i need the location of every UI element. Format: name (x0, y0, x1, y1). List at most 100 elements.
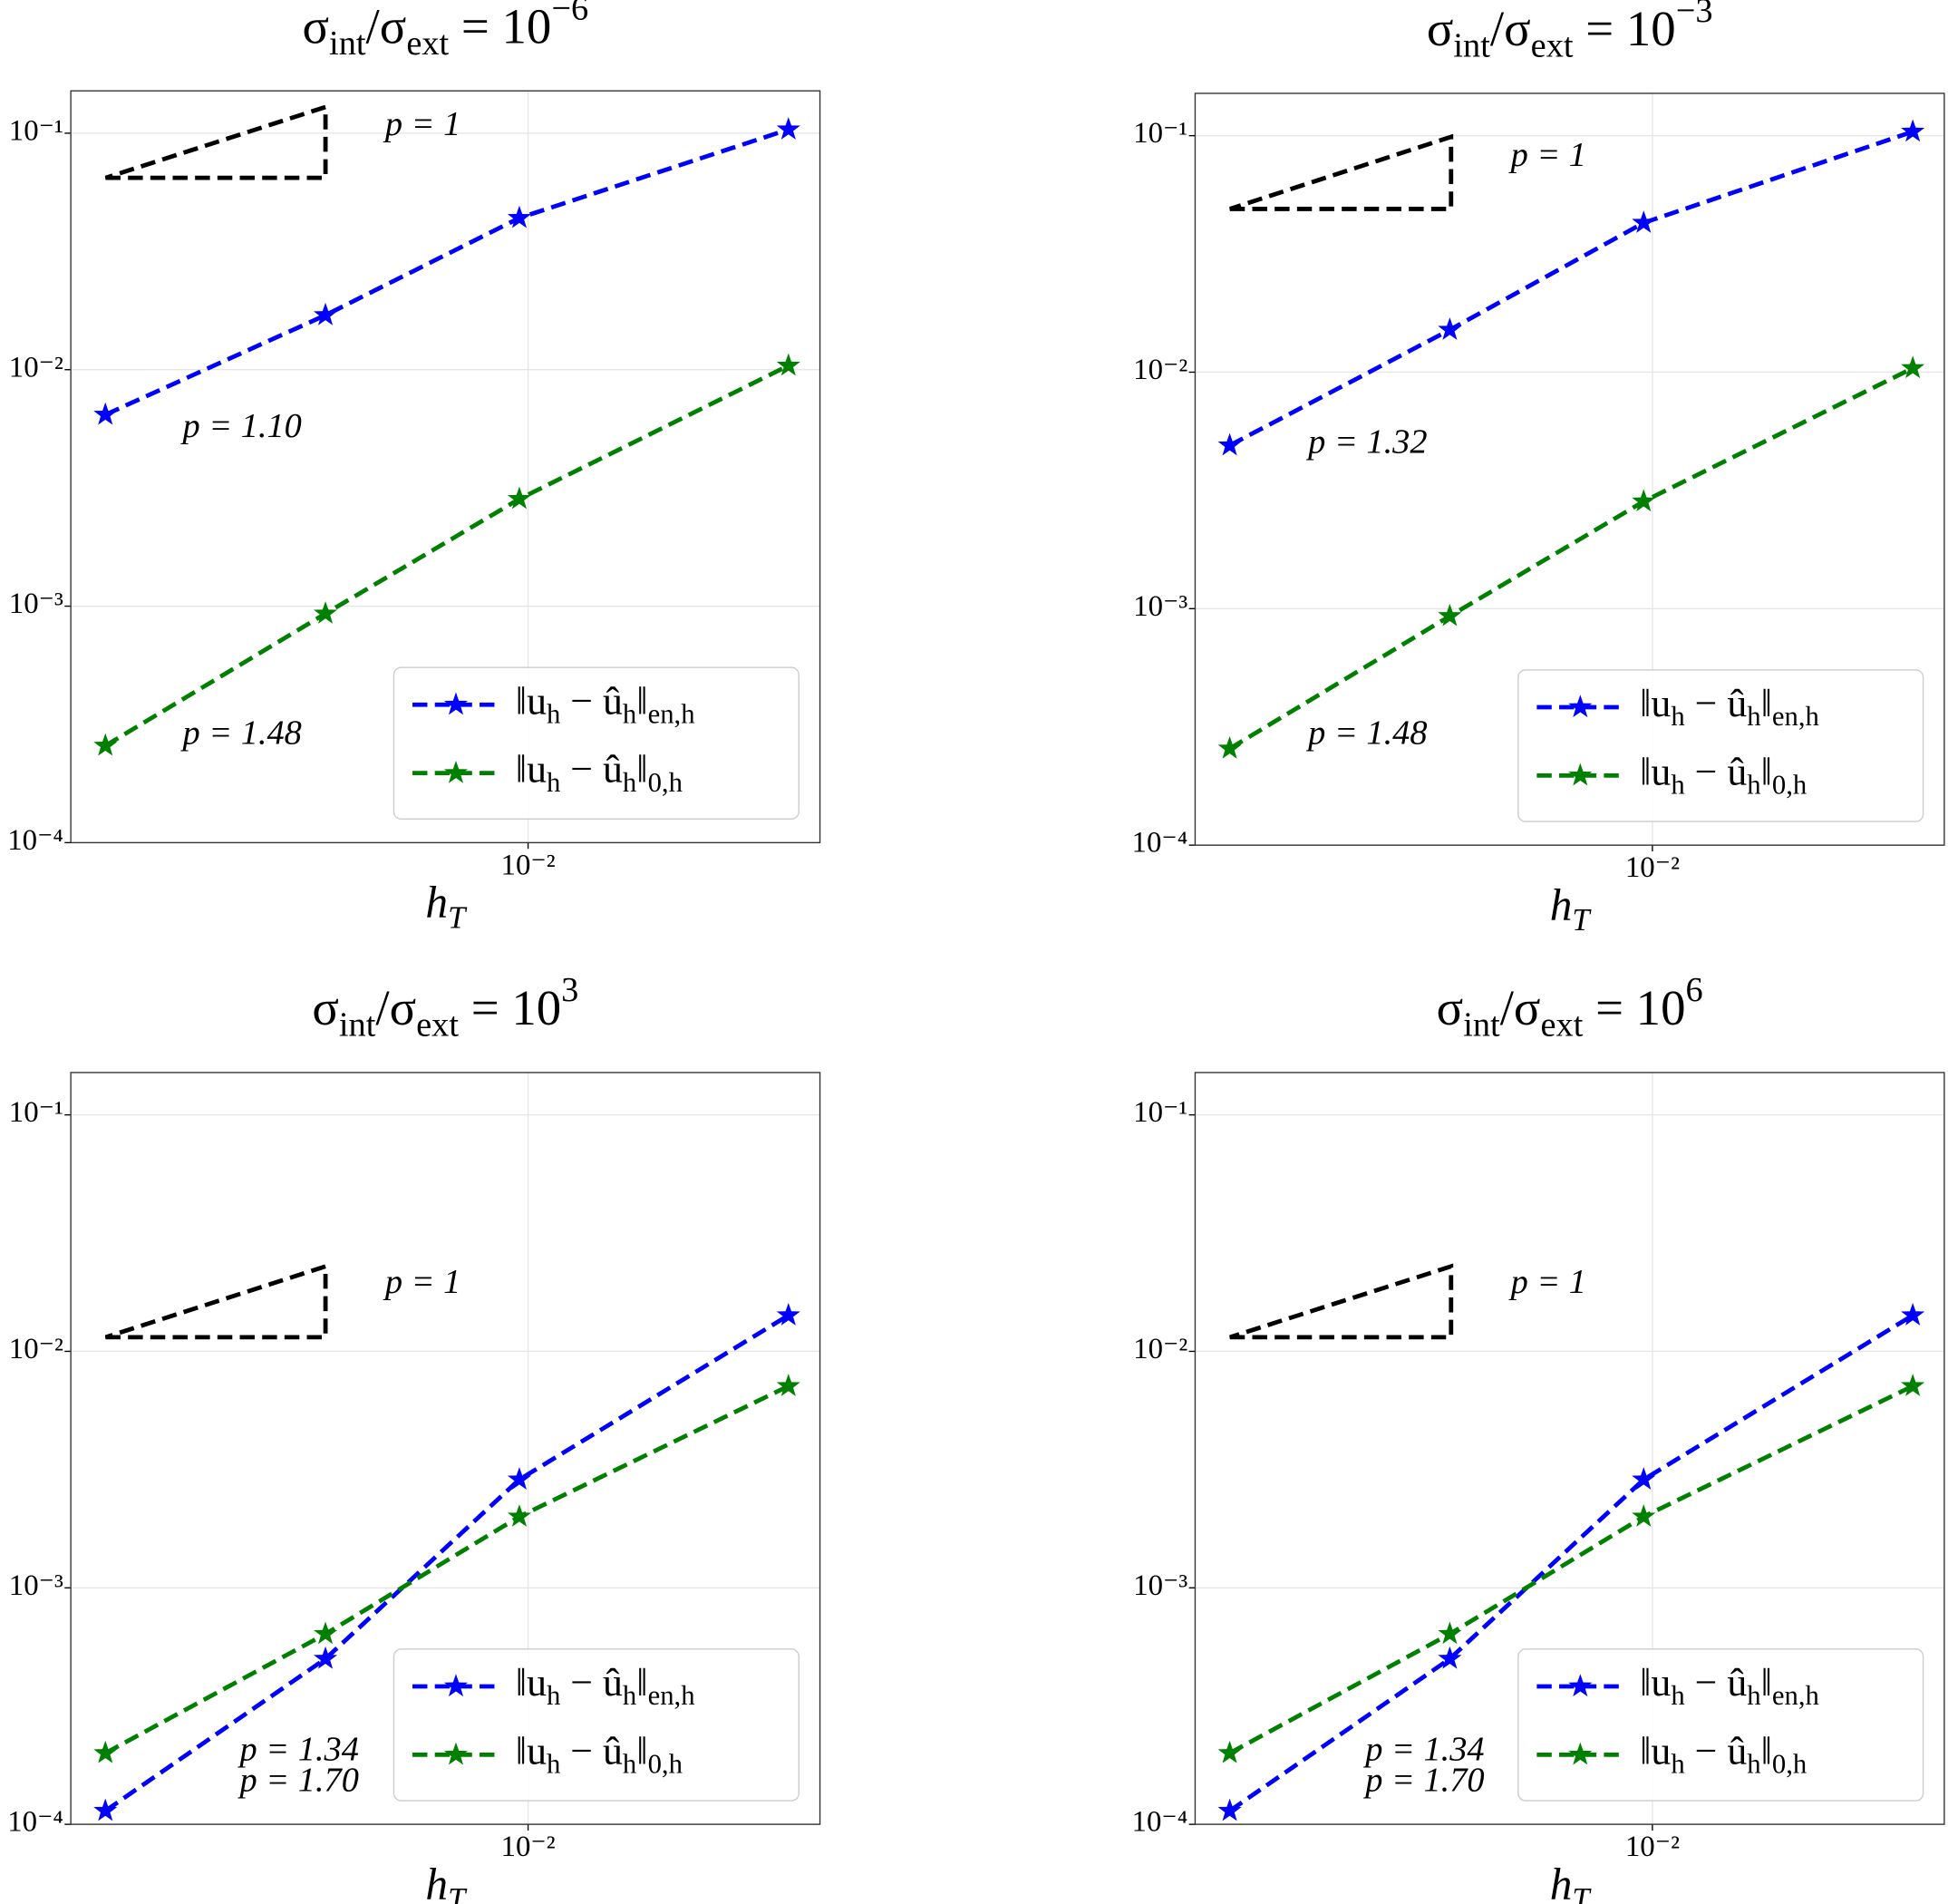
marker (507, 1504, 531, 1527)
marker (1901, 355, 1925, 379)
marker (93, 402, 118, 425)
y-tick-label: 10⁻² (9, 1333, 63, 1365)
x-axis-label: hT (425, 1860, 468, 1904)
y-tick-label: 10⁻³ (1133, 590, 1187, 623)
text-piece: − û (560, 1661, 623, 1705)
text-piece: − û (1685, 682, 1748, 725)
text-piece: ‖ (636, 1661, 647, 1705)
text-piece: /σ (366, 0, 407, 53)
y-tick-label: 10⁻¹ (9, 114, 63, 147)
marker (776, 1374, 800, 1396)
text-piece: h (1671, 1680, 1684, 1711)
text-piece: − û (560, 679, 623, 723)
text-piece: 0,h (1772, 1749, 1807, 1780)
marker (1632, 1504, 1656, 1527)
text-piece: int (329, 24, 366, 63)
marker (776, 1303, 800, 1326)
y-tick-label: 10⁻³ (9, 1569, 63, 1602)
text-piece: /σ (1490, 1, 1531, 56)
text-piece: T (1572, 1882, 1592, 1904)
text-piece: h (425, 1860, 448, 1904)
annotation: p = 1.70 (237, 1762, 359, 1800)
text-piece: = 10 (1583, 980, 1685, 1035)
text-piece: h (1671, 1749, 1684, 1780)
marker (1632, 210, 1656, 233)
chart-title: σint/σext = 106 (1437, 971, 1703, 1044)
x-axis-label: hT (1550, 1860, 1593, 1904)
text-piece: − û (1685, 1729, 1748, 1773)
legend-label: ‖uh − ûh‖0,h (516, 748, 683, 798)
text-piece: h (547, 698, 560, 729)
y-tick-label: 10⁻² (1133, 354, 1187, 386)
text-piece: ‖u (1640, 1729, 1671, 1773)
text-piece: − û (1685, 750, 1748, 793)
text-piece: h (1550, 880, 1573, 930)
marker (314, 601, 338, 624)
text-piece: 3 (561, 971, 578, 1009)
marker (507, 1467, 531, 1490)
legend-label: ‖uh − ûh‖en,h (1640, 682, 1819, 732)
text-piece: ‖u (1640, 1661, 1671, 1705)
legend-marker (1568, 1674, 1593, 1697)
legend-label: ‖uh − ûh‖en,h (516, 679, 695, 729)
text-piece: −6 (551, 0, 588, 27)
marker (1217, 1798, 1242, 1821)
y-tick-label: 10⁻¹ (9, 1096, 63, 1129)
text-piece: h (547, 1749, 560, 1780)
chart-title: σint/σext = 103 (312, 971, 578, 1044)
text-piece: en,h (648, 698, 695, 729)
plot-frame (70, 90, 821, 844)
text-piece: ‖ (636, 748, 647, 792)
text-piece: h (1747, 1749, 1760, 1780)
slope-label: p = 1 (383, 1263, 460, 1301)
slope-triangle (1229, 1263, 1454, 1340)
text-piece: σ (302, 0, 329, 53)
marker (1438, 1621, 1462, 1645)
text-piece: T (1572, 903, 1592, 937)
text-piece: ‖ (636, 679, 647, 723)
text-piece: − û (560, 748, 623, 792)
text-piece: ‖u (1640, 682, 1671, 725)
marker (1217, 432, 1242, 456)
legend-label: ‖uh − ûh‖0,h (1640, 750, 1807, 800)
marker (1901, 1303, 1925, 1326)
series-line (104, 127, 790, 417)
text-piece: h (1550, 1860, 1573, 1904)
text-piece: ‖u (516, 1661, 547, 1705)
marker (1438, 317, 1462, 340)
plot-frame (70, 1072, 821, 1825)
text-piece: h (1747, 770, 1760, 801)
text-piece: ‖ (1761, 1661, 1772, 1705)
y-tick-label: 10⁻³ (1133, 1569, 1187, 1602)
text-piece: h (1671, 701, 1684, 732)
marker (1217, 735, 1242, 759)
marker (93, 1798, 118, 1821)
series-line (1228, 1384, 1914, 1755)
text-piece: en,h (648, 1680, 695, 1711)
x-tick-label: 10⁻² (501, 849, 556, 881)
text-piece: int (1463, 1005, 1500, 1044)
y-tick-label: 10⁻¹ (1133, 117, 1187, 150)
series-line (104, 1384, 790, 1755)
text-piece: σ (1427, 1, 1454, 56)
text-piece: h (547, 1680, 560, 1711)
y-tick-label: 10⁻⁴ (7, 1806, 63, 1839)
text-piece: ‖u (1640, 750, 1671, 793)
plot-frame (1194, 92, 1945, 846)
text-piece: 0,h (648, 1749, 683, 1780)
text-piece: σ (312, 980, 339, 1035)
text-piece: = 10 (449, 0, 551, 53)
x-tick-label: 10⁻² (1625, 851, 1680, 884)
text-piece: = 10 (1574, 1, 1676, 56)
text-piece: en,h (1772, 701, 1819, 732)
marker (314, 1621, 338, 1645)
x-axis-label: hT (1550, 880, 1593, 937)
x-tick-label: 10⁻² (501, 1831, 556, 1863)
annotation: p = 1.34 (237, 1730, 359, 1768)
text-piece: h (623, 1680, 636, 1711)
legend-label: ‖uh − ûh‖0,h (516, 1729, 683, 1779)
annotation: p = 1.70 (1362, 1762, 1484, 1800)
text-piece: 6 (1686, 971, 1703, 1009)
text-piece: 0,h (1772, 770, 1807, 801)
text-piece: T (448, 1882, 468, 1904)
